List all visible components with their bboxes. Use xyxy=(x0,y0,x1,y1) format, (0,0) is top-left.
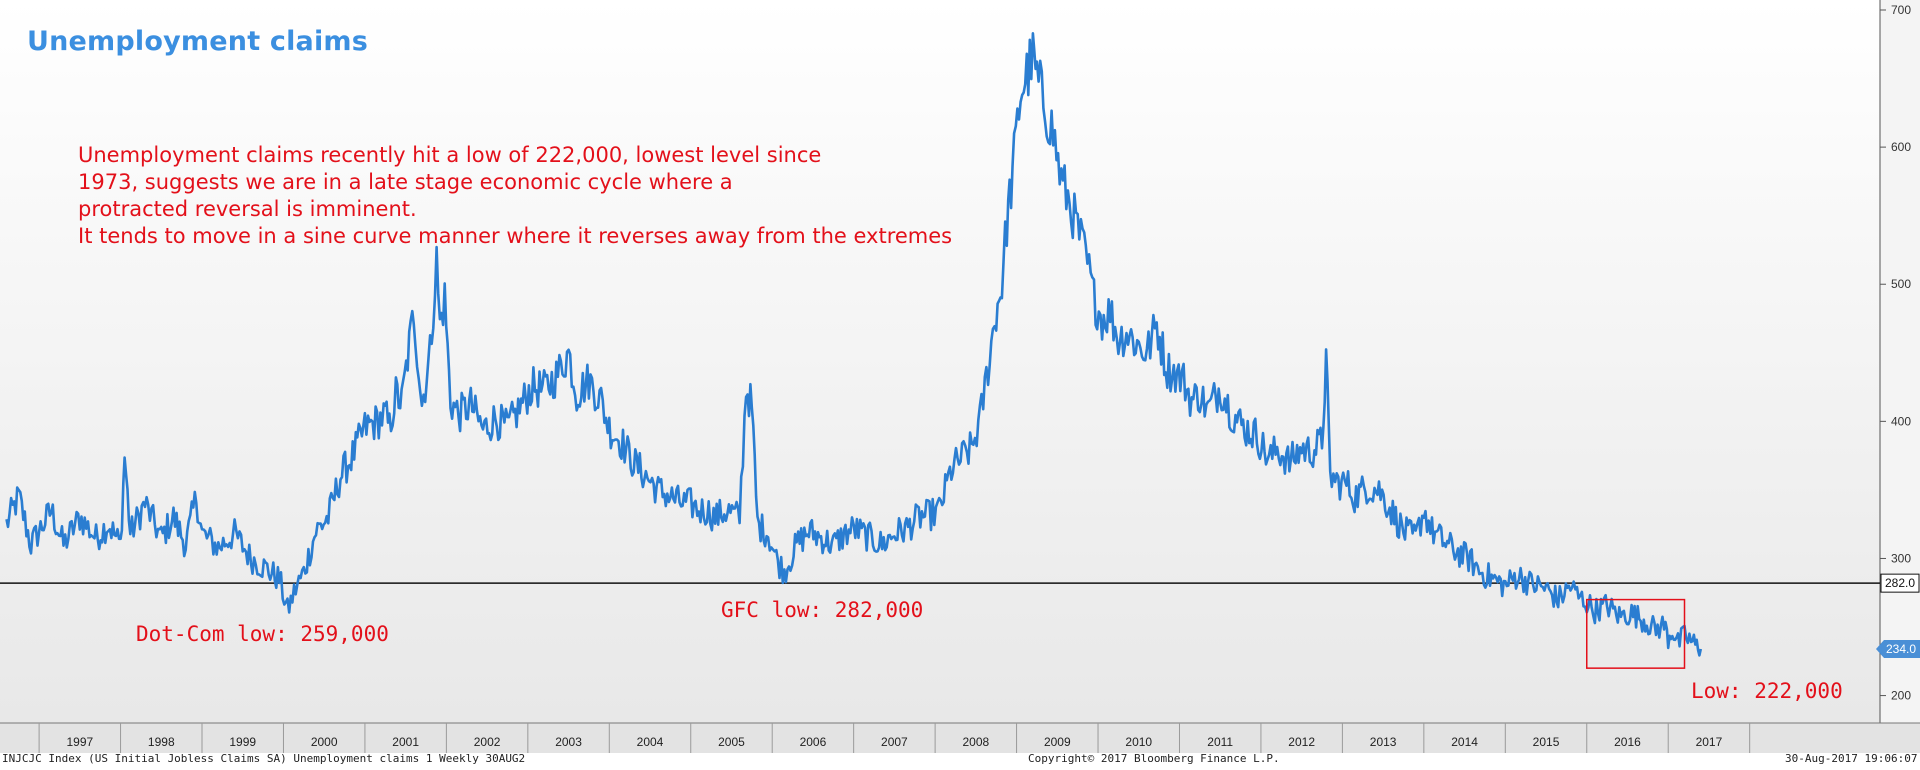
x-tick-label-1997: 1997 xyxy=(66,735,93,749)
x-tick-label-2010: 2010 xyxy=(1125,735,1152,749)
x-tick-label-1998: 1998 xyxy=(148,735,175,749)
x-tick-label-2001: 2001 xyxy=(392,735,419,749)
x-tick-label-2012: 2012 xyxy=(1288,735,1315,749)
highlight-box xyxy=(1586,598,1686,669)
x-axis: 1997 1998 1999 2000 2001 2002 2003 2004 2005 2006… xyxy=(38,723,1751,753)
last-value-label: 234.0 xyxy=(1886,642,1916,656)
x-tick-label-2003: 2003 xyxy=(555,735,582,749)
x-tick-label-1999: 1999 xyxy=(229,735,256,749)
commentary-line-3: protracted reversal is imminent. xyxy=(78,197,417,221)
x-tick-label-2008: 2008 xyxy=(962,735,989,749)
y-tick-label-500: 500 xyxy=(1891,277,1911,291)
annotation-recent-low: Low: 222,000 xyxy=(1691,679,1843,703)
reference-line-badge xyxy=(1880,573,1920,593)
x-tick-label-2015: 2015 xyxy=(1533,735,1560,749)
x-tick-label-2011: 2011 xyxy=(1207,735,1233,749)
commentary-line-2: 1973, suggests we are in a late stage ec… xyxy=(78,170,733,194)
series-group xyxy=(5,31,1703,657)
x-tick-label-2016: 2016 xyxy=(1614,735,1641,749)
x-tick-label-2005: 2005 xyxy=(718,735,745,749)
commentary-line-4: It tends to move in a sine curve manner … xyxy=(78,224,953,248)
footer-timestamp: 30-Aug-2017 19:06:07 xyxy=(1785,752,1918,765)
commentary-block: Unemployment claims recently hit a low o… xyxy=(78,142,952,250)
plot-background xyxy=(0,0,1880,723)
reference-line-label: 282.0 xyxy=(1885,576,1915,590)
y-tick-label-600: 600 xyxy=(1891,140,1911,154)
x-tick-label-2014: 2014 xyxy=(1451,735,1478,749)
bottom-axis-background xyxy=(0,723,1920,753)
last-value-group: 234.0 xyxy=(1876,639,1920,658)
annotation-dotcom-low: Dot-Com low: 259,000 xyxy=(136,622,389,646)
x-tick-label-2009: 2009 xyxy=(1044,735,1071,749)
y-tick-label-200: 200 xyxy=(1891,689,1911,703)
footer-source: INJCJC Index (US Initial Jobless Claims … xyxy=(2,752,526,765)
x-tick-label-2013: 2013 xyxy=(1370,735,1397,749)
x-tick-label-2000: 2000 xyxy=(311,735,338,749)
footer-copyright: Copyright© 2017 Bloomberg Finance L.P. xyxy=(1028,752,1280,765)
y-tick-label-300: 300 xyxy=(1891,551,1911,565)
x-tick-label-2002: 2002 xyxy=(474,735,501,749)
y-tick-label-400: 400 xyxy=(1891,414,1911,428)
highlight-box-group xyxy=(1586,598,1686,669)
x-tick-label-2007: 2007 xyxy=(881,735,908,749)
chart-title: Unemployment claims xyxy=(27,26,369,57)
right-axis-background xyxy=(1880,0,1920,723)
commentary-line-1: Unemployment claims recently hit a low o… xyxy=(78,143,822,167)
x-tick-label-2006: 2006 xyxy=(800,735,827,749)
series-line xyxy=(5,31,1703,657)
y-tick-label-700: 700 xyxy=(1891,3,1911,17)
annotation-gfc-low: GFC low: 282,000 xyxy=(721,598,924,622)
y-axis: 200 300 400 500 600 700 xyxy=(1880,3,1911,703)
last-value-badge xyxy=(1876,639,1920,658)
footer-background xyxy=(0,753,1920,770)
x-tick-label-2017: 2017 xyxy=(1696,735,1723,749)
x-tick-label-2004: 2004 xyxy=(637,735,664,749)
